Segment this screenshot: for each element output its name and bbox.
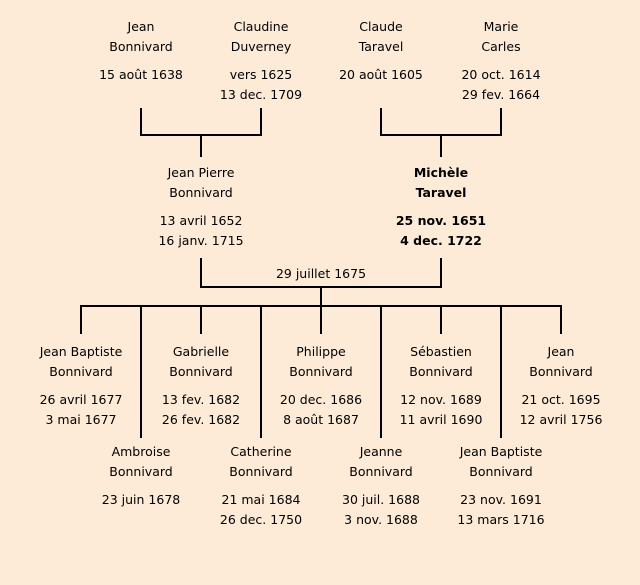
birth-date: 20 dec. 1686	[279, 392, 363, 407]
person-grandparent: Marie Carles 20 oct. 1614 29 fev. 1664	[441, 17, 561, 105]
connector-line	[440, 258, 442, 288]
birth-date: 15 août 1638	[99, 67, 183, 82]
connector-line	[440, 134, 442, 157]
person-children: Jean Baptiste Bonnivard 26 avril 1677 3 …	[21, 342, 141, 430]
person-children: Jean Bonnivard 21 oct. 1695 12 avril 175…	[501, 342, 621, 430]
connector-line	[440, 305, 442, 334]
first-name: Jean Baptiste	[39, 344, 123, 359]
person-grandparent: Claudine Duverney vers 1625 13 dec. 1709	[201, 17, 321, 105]
connector-line	[560, 305, 562, 334]
birth-date: 23 nov. 1691	[460, 492, 542, 507]
first-name: Jean Pierre	[167, 165, 235, 180]
first-name: Claude	[359, 19, 403, 34]
first-name: Jean	[547, 344, 575, 359]
first-name: Claudine	[233, 19, 289, 34]
last-name: Bonnivard	[289, 364, 353, 379]
birth-date: 26 avril 1677	[39, 392, 123, 407]
last-name: Bonnivard	[529, 364, 593, 379]
birth-date: 25 nov. 1651	[395, 213, 487, 228]
person-children: Jeanne Bonnivard 30 juil. 1688 3 nov. 16…	[321, 442, 441, 530]
death-date: 13 dec. 1709	[219, 87, 303, 102]
connector-line	[140, 108, 142, 136]
birth-date: 13 avril 1652	[159, 213, 243, 228]
last-name: Taravel	[415, 185, 467, 200]
birth-date: 23 juin 1678	[101, 492, 181, 507]
connector-line	[200, 134, 202, 157]
birth-date: 13 fev. 1682	[161, 392, 241, 407]
first-name: Catherine	[230, 444, 292, 459]
connector-line	[500, 108, 502, 136]
connector-line	[200, 305, 202, 334]
birth-date: vers 1625	[229, 67, 293, 82]
first-name: Ambroise	[111, 444, 171, 459]
birth-date: 20 août 1605	[339, 67, 423, 82]
death-date: 26 dec. 1750	[219, 512, 303, 527]
person-children: Catherine Bonnivard 21 mai 1684 26 dec. …	[201, 442, 321, 530]
death-date: 3 nov. 1688	[344, 512, 418, 527]
last-name: Bonnivard	[349, 464, 413, 479]
first-name: Jean	[127, 19, 155, 34]
connector-line	[500, 305, 502, 438]
last-name: Bonnivard	[409, 364, 473, 379]
connector-line	[260, 305, 262, 438]
first-name: Gabrielle	[172, 344, 230, 359]
person-children: Sébastien Bonnivard 12 nov. 1689 11 avri…	[381, 342, 501, 430]
first-name: Jeanne	[359, 444, 403, 459]
marriage-date: 29 juillet 1675	[275, 266, 367, 281]
last-name: Bonnivard	[169, 185, 233, 200]
first-name: Philippe	[296, 344, 346, 359]
death-date: 26 fev. 1682	[161, 412, 241, 427]
death-date: 8 août 1687	[283, 412, 359, 427]
last-name: Bonnivard	[109, 39, 173, 54]
first-name: Jean Baptiste	[459, 444, 543, 459]
person-grandparent: Claude Taravel 20 août 1605	[321, 17, 441, 85]
birth-date: 12 nov. 1689	[400, 392, 482, 407]
birth-date: 21 mai 1684	[221, 492, 301, 507]
connector-line	[80, 305, 82, 334]
person-children: Ambroise Bonnivard 23 juin 1678	[81, 442, 201, 510]
person-children: Philippe Bonnivard 20 dec. 1686 8 août 1…	[261, 342, 381, 430]
last-name: Bonnivard	[49, 364, 113, 379]
last-name: Bonnivard	[109, 464, 173, 479]
person-children: Gabrielle Bonnivard 13 fev. 1682 26 fev.…	[141, 342, 261, 430]
first-name: Sébastien	[410, 344, 472, 359]
death-date: 4 dec. 1722	[400, 233, 482, 248]
last-name: Carles	[481, 39, 521, 54]
death-date: 11 avril 1690	[399, 412, 483, 427]
connector-line	[320, 305, 322, 334]
death-date: 16 janv. 1715	[158, 233, 244, 248]
person-parent: Michèle Taravel 25 nov. 1651 4 dec. 1722	[381, 163, 501, 251]
death-date: 3 mai 1677	[45, 412, 117, 427]
connector-line	[200, 258, 202, 288]
person-grandparent: Jean Bonnivard 15 août 1638	[81, 17, 201, 85]
death-date: 29 fev. 1664	[461, 87, 541, 102]
connector-line	[320, 286, 322, 307]
death-date: 12 avril 1756	[519, 412, 603, 427]
first-name: Marie	[483, 19, 519, 34]
connector-line	[380, 305, 382, 438]
death-date: 13 mars 1716	[457, 512, 545, 527]
last-name: Duverney	[230, 39, 292, 54]
connector-line	[260, 108, 262, 136]
birth-date: 20 oct. 1614	[461, 67, 541, 82]
connector-line	[140, 305, 142, 438]
birth-date: 21 oct. 1695	[521, 392, 601, 407]
last-name: Bonnivard	[469, 464, 533, 479]
last-name: Bonnivard	[169, 364, 233, 379]
first-name: Michèle	[413, 165, 469, 180]
last-name: Bonnivard	[229, 464, 293, 479]
last-name: Taravel	[358, 39, 404, 54]
person-children: Jean Baptiste Bonnivard 23 nov. 1691 13 …	[441, 442, 561, 530]
birth-date: 30 juil. 1688	[342, 492, 420, 507]
connector-line	[380, 108, 382, 136]
person-parent: Jean Pierre Bonnivard 13 avril 1652 16 j…	[141, 163, 261, 251]
